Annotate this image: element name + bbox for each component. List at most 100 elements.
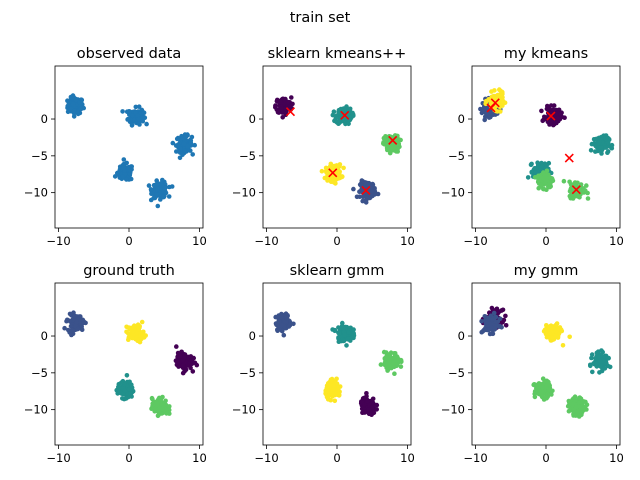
cluster (588, 348, 613, 375)
cluster (273, 311, 296, 338)
data-point (188, 354, 194, 359)
data-point (382, 360, 388, 366)
data-point (351, 327, 356, 332)
data-point (129, 123, 135, 128)
centroid-marker (490, 98, 500, 108)
y-tick-label: −5 (31, 366, 48, 380)
data-point (155, 186, 160, 192)
data-point (539, 163, 545, 169)
data-point (190, 369, 196, 374)
data-point (72, 313, 78, 319)
y-tick-label: −10 (24, 186, 48, 200)
subplot-title: sklearn gmm (290, 263, 385, 279)
data-point (126, 337, 131, 343)
data-point (279, 322, 284, 328)
data-point (381, 349, 387, 355)
data-point (161, 189, 166, 194)
y-tick-label: 0 (41, 112, 48, 126)
data-point (69, 332, 74, 338)
cluster (65, 93, 86, 119)
data-point (277, 99, 283, 105)
data-point (605, 150, 610, 155)
y-tick-label: −10 (232, 403, 256, 417)
data-point (333, 390, 339, 395)
data-point (494, 306, 500, 312)
data-point (124, 329, 129, 335)
data-point (122, 382, 127, 388)
data-point (121, 157, 127, 162)
data-point (319, 168, 325, 174)
data-point (500, 319, 505, 325)
data-point (159, 406, 165, 412)
data-point (280, 115, 286, 120)
data-point (331, 180, 337, 185)
data-point (381, 135, 387, 141)
data-point (497, 87, 502, 92)
data-point (366, 411, 372, 417)
data-point (332, 398, 338, 404)
data-point (544, 323, 549, 328)
data-point (79, 321, 85, 326)
cluster (62, 310, 88, 338)
data-point (552, 119, 558, 125)
data-point (357, 194, 363, 199)
data-point (547, 175, 553, 181)
data-point (65, 98, 70, 103)
data-point (597, 358, 603, 364)
data-point (140, 332, 146, 337)
data-point (130, 113, 135, 118)
data-point (125, 116, 131, 122)
data-point (532, 394, 538, 400)
data-point (539, 108, 544, 114)
cluster (146, 177, 175, 209)
data-point (346, 121, 351, 127)
x-tick-label: 0 (125, 234, 132, 248)
y-tick-label: −10 (441, 186, 465, 200)
data-point (155, 181, 161, 186)
data-point (479, 329, 485, 335)
data-point (360, 198, 366, 204)
data-point (323, 391, 328, 396)
cluster (330, 104, 356, 127)
data-point (365, 399, 371, 404)
data-point (603, 145, 609, 150)
subplot: observed data −10 0 10 0 −5 −10 (24, 46, 207, 248)
data-point (127, 379, 132, 385)
data-point (275, 315, 281, 320)
subplot: my kmeans −10 0 10 0 −5 −10 (441, 46, 624, 248)
data-point (392, 371, 397, 377)
data-point (537, 389, 542, 395)
subplot-title: observed data (77, 46, 182, 62)
data-point (75, 326, 81, 332)
data-point (181, 141, 187, 147)
data-point (282, 319, 287, 325)
data-point (375, 191, 381, 197)
data-point (328, 397, 334, 403)
data-point (77, 100, 82, 105)
data-point (339, 174, 345, 180)
y-tick-label: −5 (448, 366, 465, 380)
data-point (391, 361, 396, 366)
data-point (585, 196, 591, 201)
data-point (529, 169, 534, 175)
data-point (370, 189, 376, 194)
subplot: sklearn gmm −10 0 10 0 −5 −10 (232, 263, 415, 465)
data-point (126, 325, 132, 331)
data-point (74, 319, 79, 325)
data-point (588, 148, 594, 153)
subplot-title: my kmeans (504, 46, 588, 62)
data-point (544, 187, 549, 192)
data-point (148, 187, 154, 192)
data-point (548, 103, 554, 108)
data-point (146, 183, 152, 188)
data-point (69, 327, 74, 333)
data-point (597, 139, 603, 145)
data-point (499, 308, 504, 313)
data-point (560, 343, 566, 348)
data-point (535, 175, 540, 180)
data-point (487, 331, 493, 337)
data-point (336, 330, 342, 336)
y-tick-label: 0 (458, 329, 465, 343)
data-point (577, 195, 582, 200)
data-point (378, 362, 384, 367)
